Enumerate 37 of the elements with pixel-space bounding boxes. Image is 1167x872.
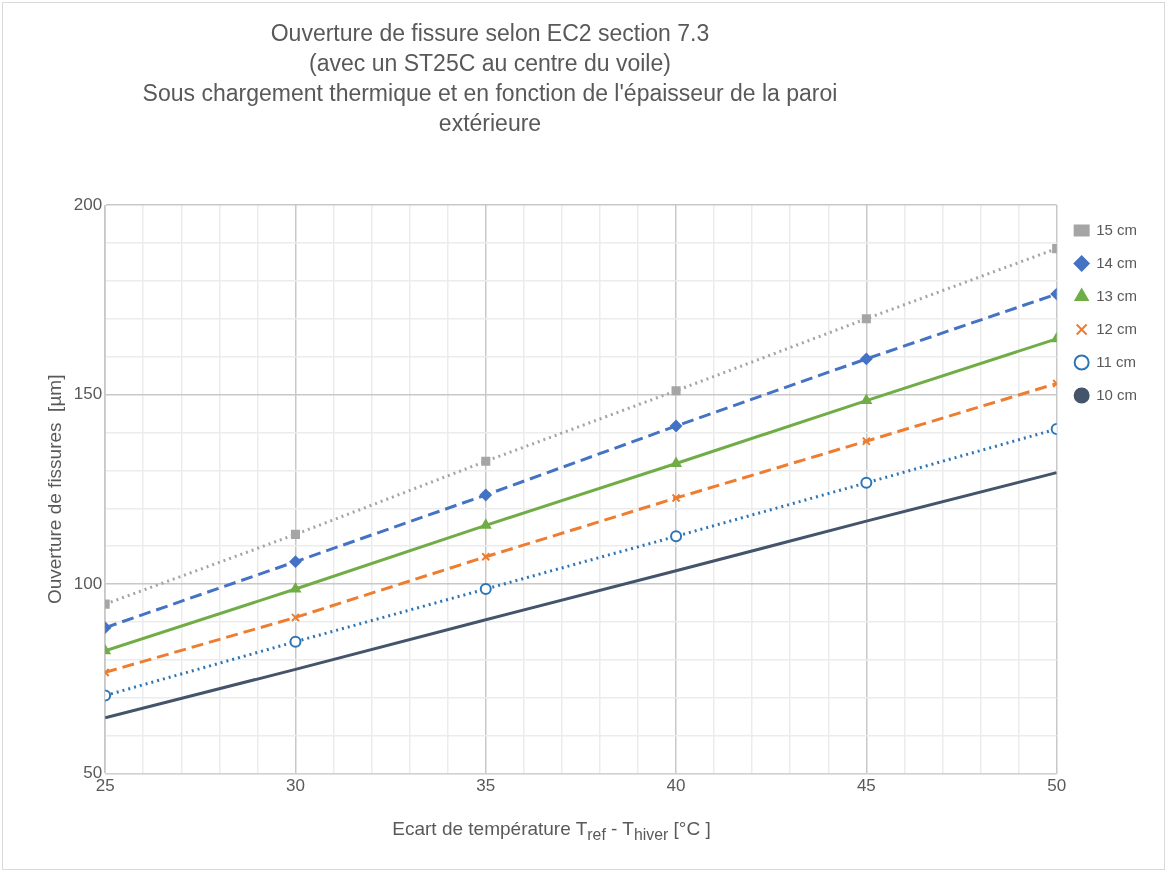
point (479, 583, 492, 595)
x-axis-title: Ecart de température T$_{ref}$ - T$_{hiver}$ [°C ] (391, 818, 712, 844)
legend-label: 15 cm (1096, 220, 1138, 238)
point (671, 493, 681, 503)
point (479, 488, 492, 501)
y-axis-title: Ouverture de fissures [µm] (43, 374, 65, 605)
legend-label: 13 cm (1096, 286, 1138, 304)
point (860, 352, 873, 365)
x-tick-label: 30 (286, 776, 305, 796)
point (290, 612, 300, 622)
x-tick-label: 50 (1047, 776, 1067, 796)
point (290, 583, 301, 593)
y-tick-label: 100 (73, 573, 103, 593)
point (290, 529, 300, 539)
y-tick-label: 150 (73, 384, 103, 404)
point (670, 420, 683, 432)
point (670, 530, 683, 543)
point (670, 457, 682, 468)
point (860, 476, 873, 489)
x-tick-label: 35 (476, 776, 496, 796)
legend-label: 11 cm (1096, 352, 1136, 370)
y-tick-label: 200 (73, 194, 103, 214)
point (481, 552, 491, 562)
chart-title: Ouverture de fissure selon EC2 section 7.3 (avec un ST25C au centre du voile) Sous chargement thermique et en fonction de l'épaisseur de la paroi extérieure (141, 19, 839, 138)
point (861, 314, 871, 324)
point (671, 386, 681, 396)
point (289, 555, 302, 568)
x-tick-label: 40 (666, 776, 686, 796)
point (481, 456, 491, 466)
x-tick-label: 45 (856, 776, 876, 796)
point (861, 436, 871, 446)
point (861, 394, 872, 405)
legend-label: 10 cm (1096, 385, 1138, 403)
legend-label: 12 cm (1096, 319, 1138, 337)
point (480, 519, 492, 529)
legend-label: 14 cm (1096, 253, 1138, 271)
point (289, 635, 302, 648)
